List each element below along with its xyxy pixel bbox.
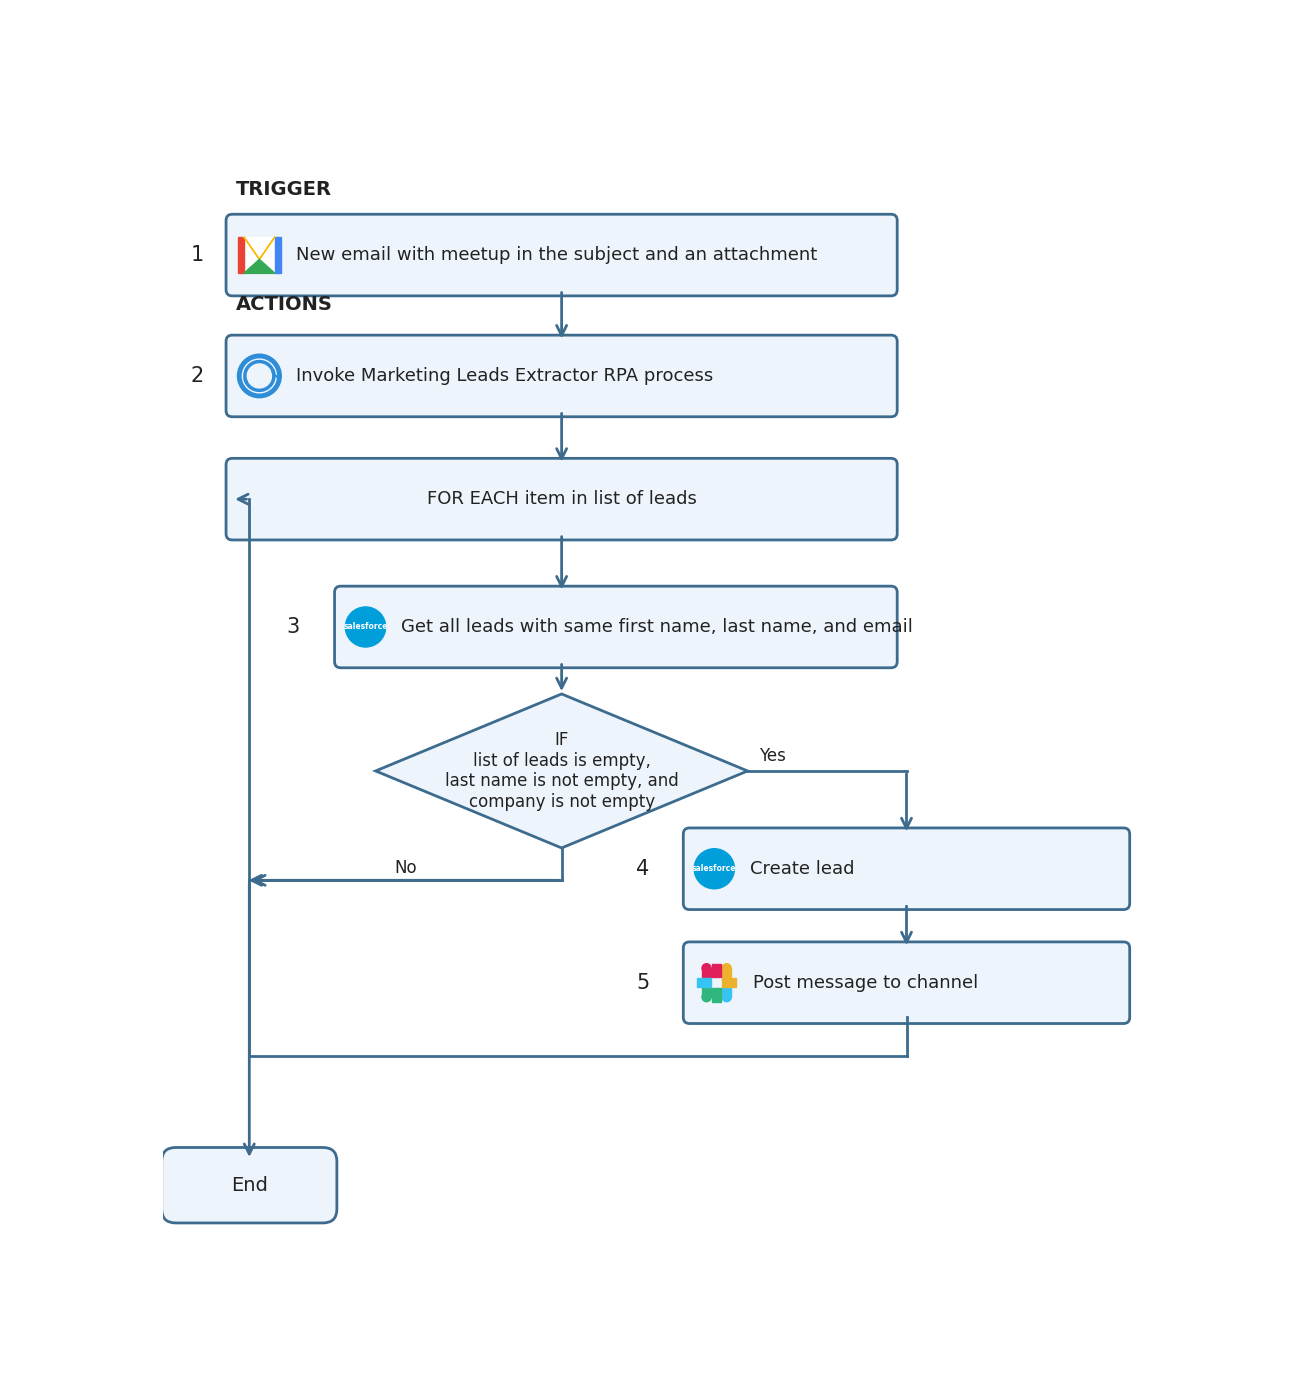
FancyBboxPatch shape [684,942,1130,1023]
Circle shape [694,849,734,889]
FancyBboxPatch shape [161,1147,337,1223]
Text: 3: 3 [286,618,299,637]
Polygon shape [723,988,731,997]
FancyBboxPatch shape [226,459,897,539]
Text: End: End [231,1175,268,1195]
Polygon shape [702,988,711,997]
Circle shape [346,606,386,647]
Text: Get all leads with same first name, last name, and email: Get all leads with same first name, last… [402,618,913,636]
Text: No: No [394,859,417,877]
Polygon shape [702,969,711,977]
Polygon shape [723,969,731,977]
Text: IF
list of leads is empty,
last name is not empty, and
company is not empty: IF list of leads is empty, last name is … [445,730,679,811]
Polygon shape [276,237,281,273]
Polygon shape [376,694,748,848]
Text: Post message to channel: Post message to channel [753,974,979,991]
FancyBboxPatch shape [238,237,281,273]
FancyBboxPatch shape [226,215,897,296]
Text: 1: 1 [191,245,204,265]
FancyBboxPatch shape [226,335,897,417]
Polygon shape [698,979,711,987]
Text: 4: 4 [637,859,650,878]
Text: Invoke Marketing Leads Extractor RPA process: Invoke Marketing Leads Extractor RPA pro… [296,367,712,385]
FancyBboxPatch shape [684,828,1130,909]
Circle shape [702,963,711,973]
Circle shape [723,963,731,973]
Text: ACTIONS: ACTIONS [237,296,333,315]
Text: Create lead: Create lead [750,860,854,878]
Text: New email with meetup in the subject and an attachment: New email with meetup in the subject and… [296,247,816,263]
Circle shape [702,993,711,1002]
Circle shape [723,993,731,1002]
Polygon shape [723,979,736,987]
Polygon shape [712,963,722,977]
Polygon shape [244,259,276,273]
Text: salesforce: salesforce [692,864,737,873]
Text: TRIGGER: TRIGGER [237,180,332,199]
Polygon shape [244,237,276,259]
Text: Yes: Yes [759,747,786,765]
Text: 5: 5 [637,973,650,993]
Text: 2: 2 [191,367,204,386]
FancyBboxPatch shape [334,585,897,668]
Text: FOR EACH item in list of leads: FOR EACH item in list of leads [426,491,697,509]
Polygon shape [238,237,244,273]
Polygon shape [712,988,722,1002]
Text: salesforce: salesforce [343,623,387,631]
